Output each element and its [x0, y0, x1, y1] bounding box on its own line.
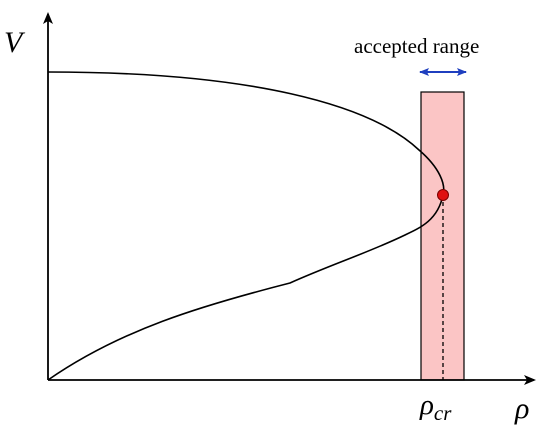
critical-density-label: ρcr — [419, 389, 452, 425]
x-axis-label: ρ — [514, 392, 529, 425]
v-rho-curve — [47, 71, 445, 381]
critical-density-subscript: cr — [434, 401, 452, 425]
critical-density-symbol: ρ — [419, 389, 434, 421]
y-axis-label: V — [4, 26, 26, 59]
critical-point-marker — [437, 189, 449, 201]
accepted-range-label: accepted range — [354, 34, 479, 58]
